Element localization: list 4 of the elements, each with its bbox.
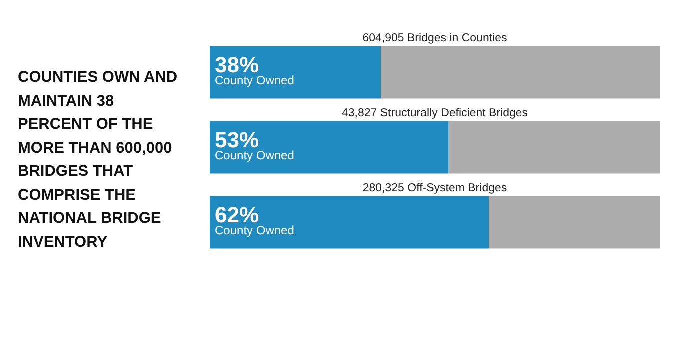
y-tick-label: 604,905 Bridges in Counties [362,32,508,44]
y-tick-label: 280,325 Off-System Bridges [362,182,508,194]
text: COUNTIES OWN AND MAINTAIN 38 PERCENT OF THE MORE THAN 600,000 BRIDGES THAT COMPRISE THE NATIONAL BRIDGE INVENTORY [17,68,179,252]
y-tick-label: 43,827 Structurally Deficient Bridges [342,108,528,120]
